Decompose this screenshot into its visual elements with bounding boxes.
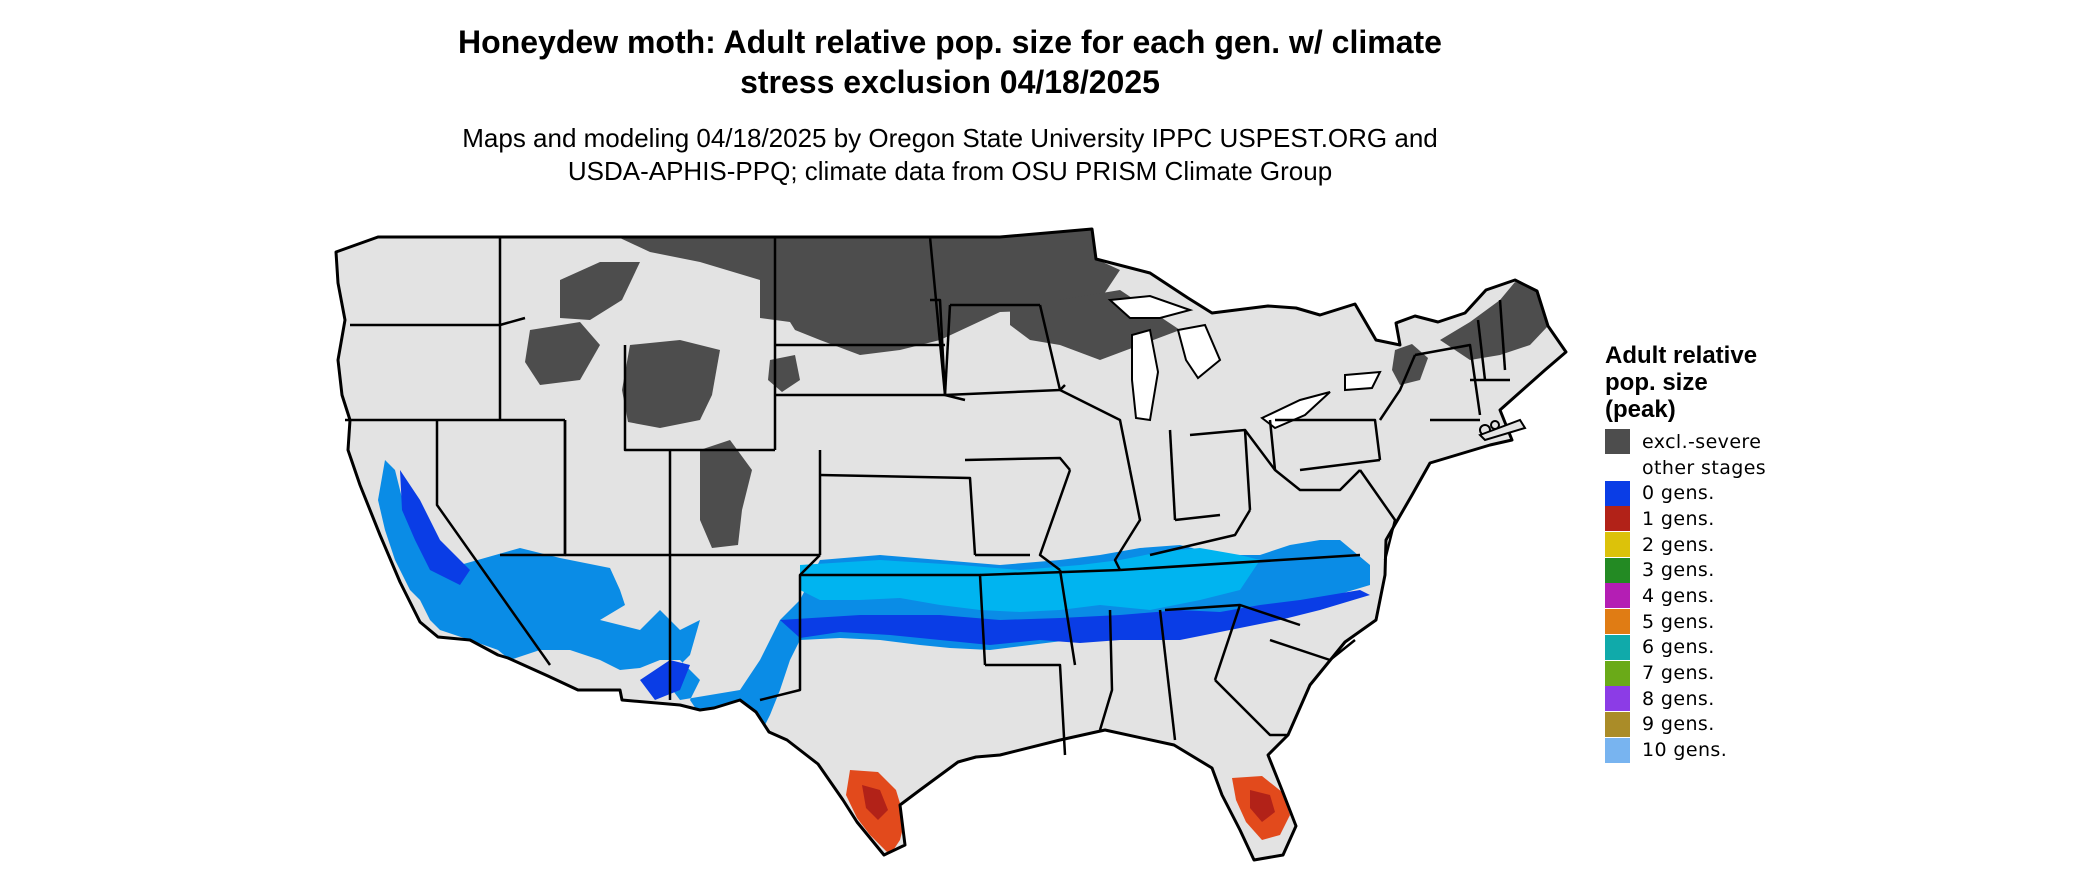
- map-subtitle-line1: Maps and modeling 04/18/2025 by Oregon S…: [462, 123, 1438, 153]
- legend-swatch: [1605, 634, 1630, 660]
- map-subtitle: Maps and modeling 04/18/2025 by Oregon S…: [0, 122, 1900, 188]
- legend-swatch: [1605, 532, 1630, 558]
- legend-swatch: [1605, 711, 1630, 737]
- legend-label: 9 gens.: [1642, 713, 1715, 736]
- legend-swatch: [1605, 609, 1630, 635]
- legend-label: 1 gens.: [1642, 507, 1715, 530]
- legend-swatch: [1605, 480, 1630, 506]
- legend-item-5-gens: 5 gens.: [1605, 609, 1766, 635]
- legend-label: excl.-severe: [1642, 430, 1762, 453]
- us-map: [334, 227, 1568, 862]
- legend-item-2-gens: 2 gens.: [1605, 532, 1766, 558]
- legend-item-0-gens: 0 gens.: [1605, 480, 1766, 506]
- legend-label: 5 gens.: [1642, 610, 1715, 633]
- legend-swatch: [1605, 506, 1630, 532]
- legend-item-1-gens: 1 gens.: [1605, 506, 1766, 532]
- legend-label: 6 gens.: [1642, 636, 1715, 659]
- legend-label: 2 gens.: [1642, 533, 1715, 556]
- legend-item-3-gens: 3 gens.: [1605, 557, 1766, 583]
- legend-item-4-gens: 4 gens.: [1605, 583, 1766, 609]
- legend-swatch: [1605, 686, 1630, 712]
- legend-item-other-stages: other stages: [1605, 455, 1766, 481]
- exclusion-zones: [525, 230, 1548, 548]
- legend-item-7-gens: 7 gens.: [1605, 660, 1766, 686]
- one-gens-zones: [846, 770, 1290, 855]
- legend-title-line2: pop. size: [1605, 369, 1708, 396]
- zero-gens-band: [378, 460, 1370, 735]
- map-title-line1: Honeydew moth: Adult relative pop. size …: [458, 24, 1442, 60]
- legend-label: 4 gens.: [1642, 584, 1715, 607]
- legend-item-9-gens: 9 gens.: [1605, 711, 1766, 738]
- great-lakes: [1107, 294, 1382, 430]
- legend-label: 3 gens.: [1642, 559, 1715, 582]
- legend-swatch: [1605, 429, 1630, 455]
- legend-title-line1: Adult relative: [1605, 342, 1758, 369]
- legend-label: 10 gens.: [1642, 739, 1728, 762]
- legend-item-excl-severe: excl.-severe: [1605, 429, 1766, 455]
- legend: Adult relative pop. size (peak) excl.-se…: [1605, 342, 1766, 763]
- legend-swatch: [1605, 660, 1630, 686]
- legend-label: other stages: [1642, 456, 1767, 479]
- legend-item-6-gens: 6 gens.: [1605, 634, 1766, 661]
- legend-swatch: [1605, 737, 1630, 763]
- map-subtitle-line2: USDA-APHIS-PPQ; climate data from OSU PR…: [567, 156, 1333, 186]
- legend-items: excl.-severe other stages 0 gens. 1 gens…: [1605, 429, 1766, 763]
- legend-item-8-gens: 8 gens.: [1605, 686, 1766, 712]
- us-outline: [334, 227, 1568, 862]
- legend-label: 8 gens.: [1642, 687, 1715, 710]
- map-title: Honeydew moth: Adult relative pop. size …: [0, 22, 1900, 102]
- island-marks: [1478, 418, 1527, 442]
- legend-swatch: [1605, 455, 1630, 481]
- state-boundaries: [345, 235, 1510, 756]
- legend-swatch: [1605, 557, 1630, 583]
- legend-title-line3: (peak): [1605, 396, 1676, 423]
- legend-label: 0 gens.: [1642, 482, 1715, 505]
- legend-item-10-gens: 10 gens.: [1605, 737, 1766, 763]
- legend-title: Adult relative pop. size (peak): [1605, 342, 1766, 423]
- map-title-line2: stress exclusion 04/18/2025: [740, 64, 1160, 100]
- legend-label: 7 gens.: [1642, 662, 1715, 685]
- legend-swatch: [1605, 583, 1630, 609]
